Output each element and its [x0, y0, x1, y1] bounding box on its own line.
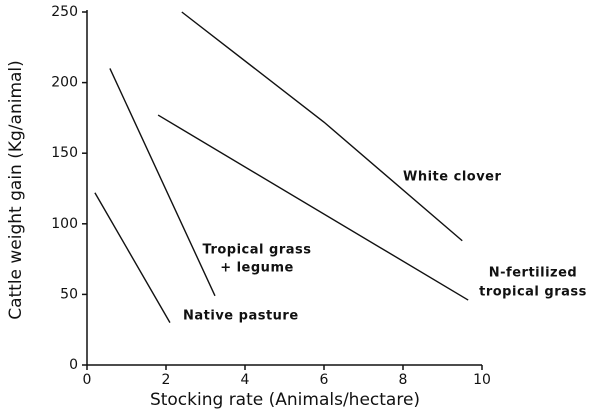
- series-line: [181, 11, 463, 242]
- x-tick-label: 10: [473, 372, 491, 388]
- series-label: Tropical grass: [203, 243, 312, 258]
- y-tick-label: 150: [51, 145, 78, 161]
- series-line: [157, 114, 469, 301]
- series-label: White clover: [403, 170, 501, 185]
- x-tick-label: 0: [83, 372, 92, 388]
- y-tick-label: 200: [51, 75, 78, 91]
- series-label: tropical grass: [479, 285, 587, 300]
- series-line: [109, 68, 216, 297]
- x-tick-label: 2: [162, 372, 171, 388]
- x-tick-label: 4: [241, 372, 250, 388]
- y-axis-title: Cattle weight gain (Kg/animal): [6, 60, 26, 320]
- series-label: Native pasture: [183, 309, 299, 324]
- series-line: [94, 192, 171, 323]
- x-tick-label: 8: [399, 372, 408, 388]
- y-tick-label: 50: [60, 286, 78, 302]
- x-axis-title: Stocking rate (Animals/hectare): [150, 390, 420, 410]
- series-label: N-fertilized: [489, 266, 577, 281]
- series-label: + legume: [220, 261, 294, 276]
- x-tick-label: 6: [320, 372, 329, 388]
- y-tick-label: 0: [69, 357, 78, 373]
- y-tick-label: 250: [51, 4, 78, 20]
- y-tick-label: 100: [51, 216, 78, 232]
